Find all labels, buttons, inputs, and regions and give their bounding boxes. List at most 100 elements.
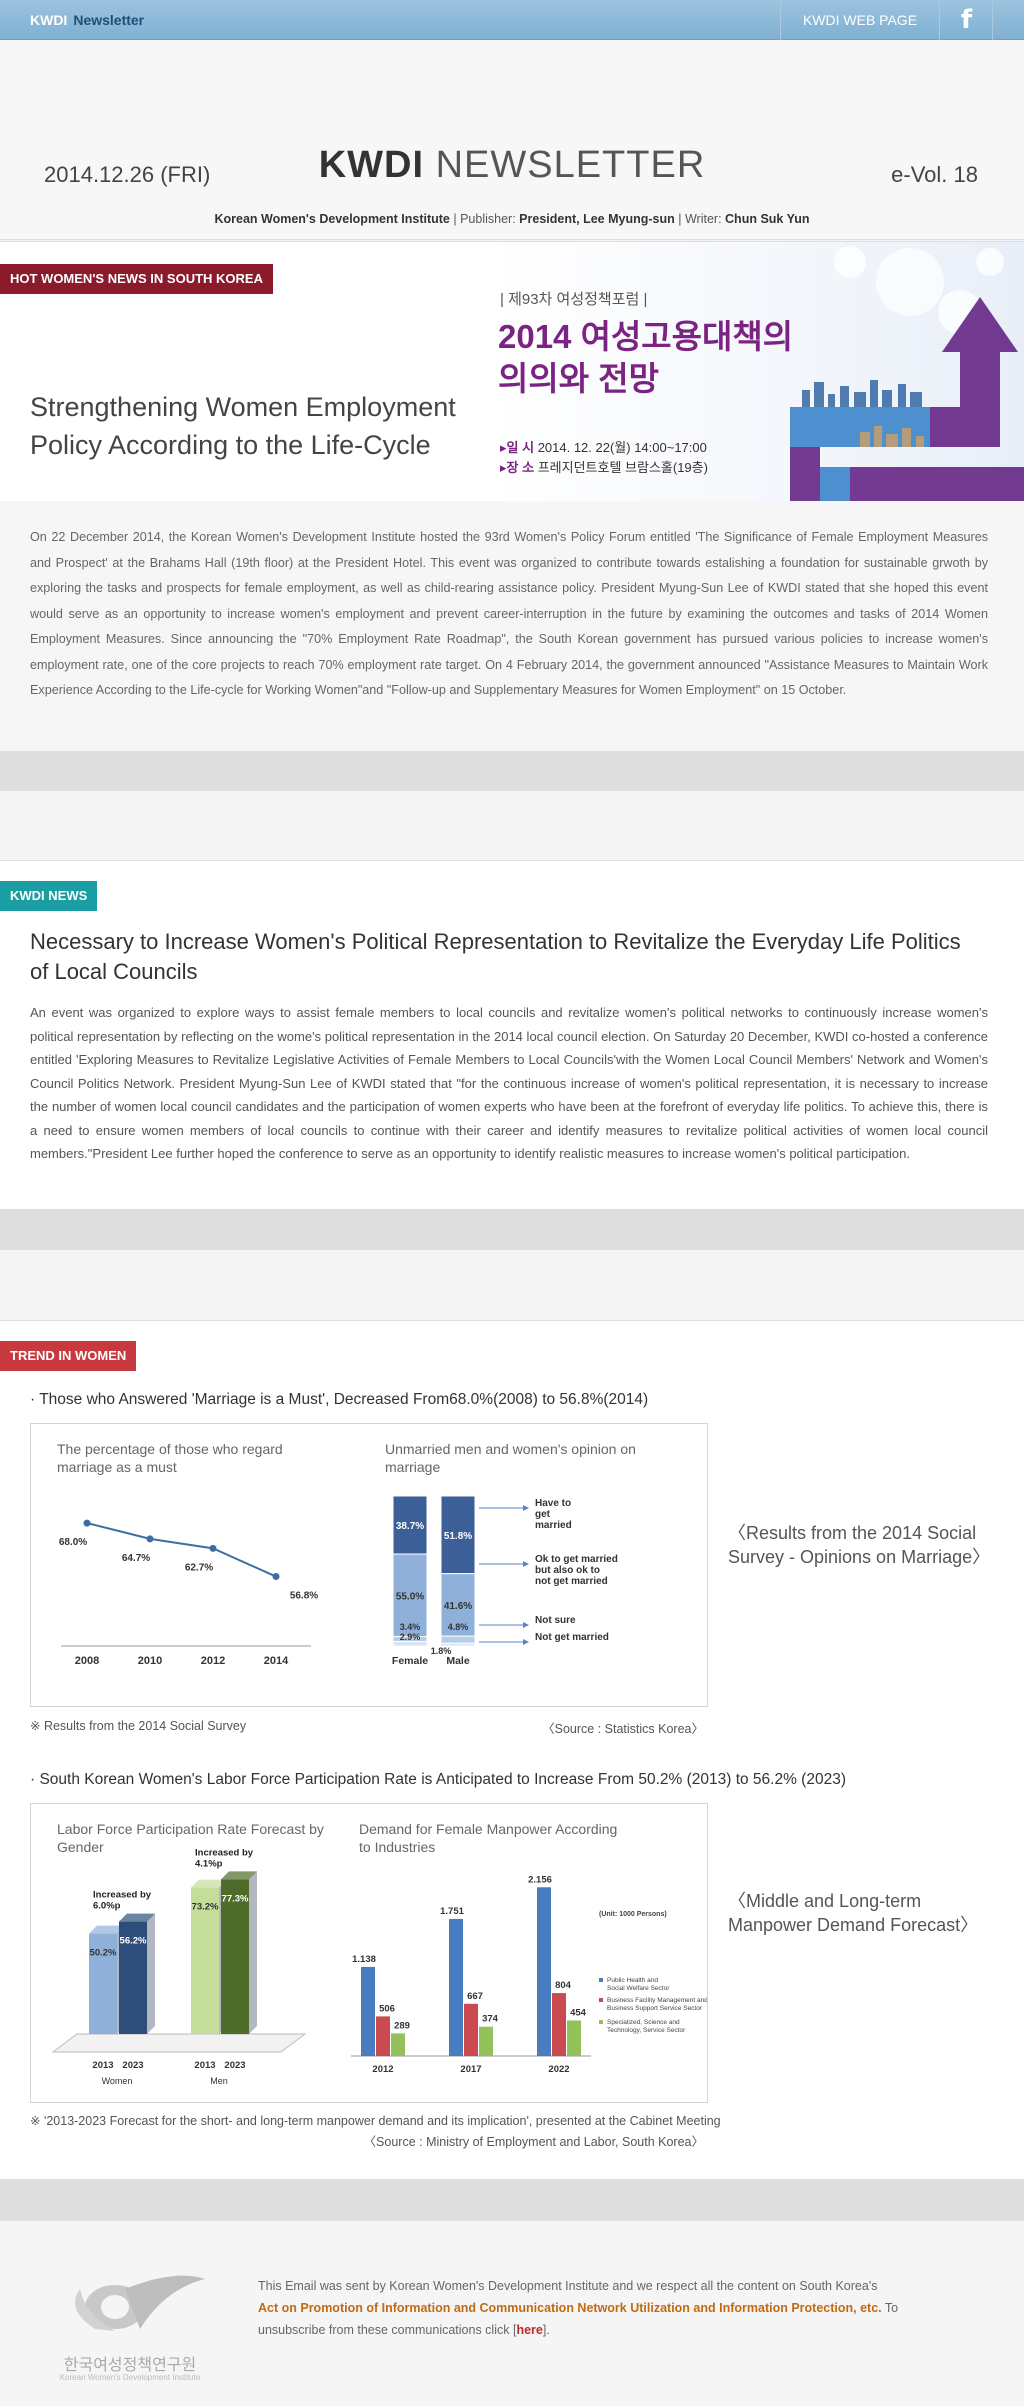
kwdi-logo-mark — [75, 2275, 205, 2331]
industry-year-label: 2017 — [460, 2064, 481, 2075]
trend-tag: TREND IN WOMEN — [0, 1341, 137, 1371]
caption-marriage: 〈Results from the 2014 Social Survey - O… — [728, 1523, 991, 1567]
line-chart-series — [86, 1522, 277, 1578]
line-chart-tick-label: 2010 — [138, 1655, 162, 1667]
legend-label: but also ok to — [535, 1565, 600, 1576]
stacked-bar-segment — [392, 1553, 428, 1638]
industry-legend-label: Social Welfare Sector — [607, 1985, 670, 1992]
industry-bar-value-label: 1.751 — [440, 1906, 464, 1917]
hot-news-title-line2: Policy According to the Life-Cycle — [30, 430, 431, 460]
facebook-icon[interactable]: f — [941, 0, 993, 40]
kwdi-news-section: KWDI NEWS Necessary to Increase Women's … — [0, 860, 1024, 1210]
forum-banner[interactable]: | 제93차 여성정책포럼 | 2014 여성고용대책의 의의와 전망 ▸일 시… — [490, 242, 1024, 502]
line-chart-point — [272, 1573, 280, 1581]
gender-bar-value-label: 73.2% — [192, 1902, 219, 1913]
increase-label: Increased by — [93, 1890, 152, 1901]
labor-charts-panel: Labor Force Participation Rate Forecast … — [30, 1803, 708, 2103]
industry-bar — [567, 2020, 581, 2056]
industry-bar — [537, 1887, 551, 2056]
forum-title-line1: 2014 여성고용대책의 — [498, 318, 794, 355]
bar-floor — [51, 2033, 307, 2053]
forum-date-value: 2014. 12. 22(월) 14:00~17:00 — [537, 440, 707, 455]
stacked-chart-title: Unmarried men and women's opinion on mar… — [385, 1441, 636, 1475]
title-light: NEWSLETTER — [435, 144, 706, 186]
labor-rate-chart-title: Labor Force Participation Rate Forecast … — [57, 1821, 324, 1855]
kwdi-news-body: An event was organized to explore ways t… — [30, 1005, 988, 1161]
institute-name: Korean Women's Development Institute — [214, 212, 450, 226]
line-chart-value-label: 64.7% — [122, 1553, 150, 1564]
industry-bar-value-label: 506 — [379, 2003, 395, 2014]
kwdi-news-tag: KWDI NEWS — [0, 881, 98, 911]
source-marriage: 〈Source : Statistics Korea〉 — [542, 1722, 704, 1736]
stacked-bar-value-label: 51.8% — [444, 1531, 472, 1542]
stacked-bar-category-label: Male — [446, 1655, 470, 1667]
brand-newsletter: Newsletter — [73, 12, 145, 28]
kwdi-web-page-button[interactable]: KWDI WEB PAGE — [780, 0, 940, 40]
hot-news-tag: HOT WOMEN'S NEWS IN SOUTH KOREA — [0, 264, 273, 294]
legend-arrow-head — [523, 1622, 529, 1628]
note-labor: ※ '2013-2023 Forecast for the short- and… — [30, 2114, 721, 2128]
legend-label: Ok to get married — [535, 1554, 618, 1565]
industry-legend-label: Business Facility Management and — [607, 1997, 707, 2004]
unsubscribe-link[interactable]: here — [516, 2323, 543, 2337]
marriage-charts: 68.0% 2008 64.7% 2010 62.7% 2012 56.8% 2014 38.7… — [59, 1495, 618, 1667]
stacked-bar-segment — [440, 1635, 476, 1644]
industry-legend-label: Public Health and — [607, 1977, 658, 1984]
industry-bar-value-label: 454 — [570, 2007, 587, 2018]
kwdi-news-title: Necessary to Increase Women's Political … — [30, 929, 961, 984]
forum-banner-art — [790, 246, 1024, 502]
gender-bar — [191, 1887, 219, 2034]
industry-year-label: 2012 — [372, 2064, 393, 2075]
increase-label: Increased by — [195, 1847, 254, 1858]
gender-bar-year-label: 2023 — [224, 2060, 245, 2071]
legend-arrow-head — [523, 1639, 529, 1645]
industry-bar-value-label: 289 — [394, 2020, 410, 2031]
gender-bar-side — [147, 1913, 155, 2034]
industry-legend-swatch — [599, 2020, 603, 2024]
industry-bar — [479, 2026, 493, 2056]
gender-bar-value-label: 50.2% — [90, 1948, 117, 1959]
industry-legend-swatch — [599, 1978, 603, 1982]
legend-arrow-head — [523, 1561, 529, 1567]
publisher-name: President, Lee Myung-sun — [519, 212, 675, 226]
line-chart-tick-label: 2008 — [75, 1655, 99, 1667]
stacked-bar-value-label: 4.8% — [448, 1622, 469, 1632]
brand: KWDI Newsletter — [30, 12, 144, 28]
publisher-label: Publisher: — [460, 212, 516, 226]
logo-korean-name: 한국여성정책연구원 — [63, 2355, 197, 2374]
issue-volume: e-Vol. 18 — [891, 162, 978, 187]
stacked-bar-segment — [440, 1573, 476, 1637]
footer-unsubscribe: To unsubscribe from these communications… — [258, 2301, 899, 2337]
gender-bar-top — [89, 1925, 125, 1934]
issue-date: 2014.12.26 (FRI) — [44, 162, 211, 187]
legend-label: Not sure — [535, 1615, 576, 1626]
increase-label: 4.1%p — [195, 1858, 223, 1869]
title-bold: KWDI — [318, 144, 425, 186]
footer-act: Act on Promotion of Information and Comm… — [258, 2301, 882, 2315]
hot-news-title: Strengthening Women Employment Policy Ac… — [30, 388, 500, 464]
writer-label: Writer: — [684, 212, 722, 226]
newsletter-title: KWDI NEWSLETTER — [0, 144, 1024, 187]
gender-group-label: Men — [210, 2076, 228, 2086]
section-divider — [0, 2180, 1024, 2220]
line-chart-value-label: 62.7% — [185, 1562, 213, 1573]
trend-heading-labor: · South Korean Women's Labor Force Parti… — [30, 1771, 846, 1788]
line-chart-point — [146, 1535, 154, 1543]
forum-title: 2014 여성고용대책의 의의와 전망 — [498, 316, 793, 400]
gender-bar-top — [191, 1879, 227, 1888]
kwdi-logo: 한국여성정책연구원 Korean Women's Development Ins… — [55, 2269, 205, 2389]
note-marriage: ※ Results from the 2014 Social Survey — [30, 1719, 247, 1733]
gender-bar-top — [221, 1871, 257, 1880]
hot-news-body: On 22 December 2014, the Korean Women's … — [0, 501, 1024, 751]
forum-place-label: ▸장 소 — [500, 460, 535, 475]
stacked-bar-segment — [392, 1641, 428, 1647]
newsletter-header: 2014.12.26 (FRI) KWDI NEWSLETTER e-Vol. … — [0, 40, 1024, 240]
industry-unit-label: (Unit: 1000 Persons) — [599, 1911, 667, 1918]
hot-news-title-line1: Strengthening Women Employment — [30, 392, 456, 422]
forum-info: ▸일 시 2014. 12. 22(월) 14:00~17:00 ▸장 소 프레… — [500, 438, 708, 478]
gender-bar — [119, 1921, 147, 2034]
line-chart-point — [209, 1544, 217, 1552]
logo-english-name: Korean Women's Development Institute — [59, 2373, 201, 2382]
marriage-charts-panel: The percentage of those who regard marri… — [30, 1423, 708, 1707]
